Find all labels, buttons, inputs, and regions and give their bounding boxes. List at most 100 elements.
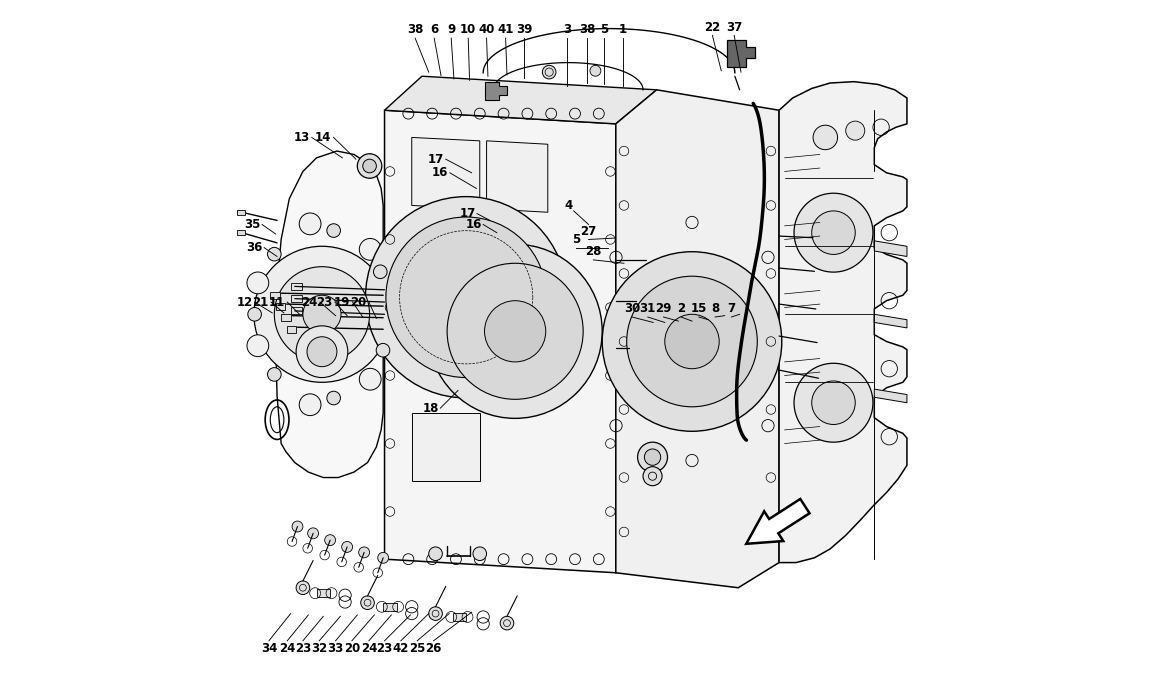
Circle shape: [324, 535, 336, 546]
Circle shape: [429, 607, 443, 620]
Bar: [286, 326, 296, 333]
Polygon shape: [384, 110, 615, 573]
Text: 16: 16: [432, 166, 448, 180]
Text: 2: 2: [677, 303, 685, 316]
Text: 22: 22: [704, 20, 721, 33]
Text: 17: 17: [428, 153, 444, 166]
Circle shape: [358, 154, 382, 178]
Bar: [383, 602, 397, 611]
Circle shape: [247, 307, 261, 321]
Circle shape: [359, 238, 381, 260]
Text: 24: 24: [361, 643, 377, 656]
Bar: [291, 307, 301, 314]
Bar: [270, 292, 279, 298]
Circle shape: [292, 521, 302, 532]
Circle shape: [307, 337, 337, 367]
Circle shape: [590, 66, 600, 76]
Text: 38: 38: [580, 23, 596, 36]
Circle shape: [603, 252, 782, 431]
Text: 26: 26: [426, 643, 442, 656]
Bar: [237, 210, 245, 215]
Polygon shape: [874, 389, 907, 403]
Circle shape: [366, 197, 567, 398]
Circle shape: [374, 265, 388, 279]
Text: 18: 18: [422, 402, 439, 415]
Polygon shape: [874, 314, 907, 328]
Circle shape: [296, 581, 309, 594]
Text: 14: 14: [315, 131, 331, 144]
Circle shape: [299, 394, 321, 416]
Text: 39: 39: [516, 23, 532, 36]
Circle shape: [296, 326, 347, 378]
Circle shape: [268, 247, 281, 261]
Circle shape: [428, 245, 603, 419]
Text: 11: 11: [269, 296, 285, 309]
Text: 5: 5: [573, 233, 581, 246]
Circle shape: [812, 211, 856, 255]
Text: 42: 42: [392, 643, 409, 656]
Circle shape: [342, 542, 353, 553]
Circle shape: [793, 193, 873, 272]
Text: 35: 35: [244, 218, 260, 231]
Text: 36: 36: [246, 241, 262, 254]
Circle shape: [299, 213, 321, 235]
Text: 31: 31: [639, 303, 656, 316]
Text: 32: 32: [312, 643, 328, 656]
Text: 10: 10: [460, 23, 476, 36]
Text: 7: 7: [728, 303, 736, 316]
Circle shape: [813, 125, 837, 150]
Text: 1: 1: [619, 23, 627, 36]
Circle shape: [627, 276, 758, 407]
Text: 40: 40: [478, 23, 494, 36]
Text: 28: 28: [585, 245, 601, 258]
Text: 15: 15: [691, 303, 707, 316]
Circle shape: [643, 466, 662, 486]
Text: 8: 8: [711, 303, 719, 316]
Text: 9: 9: [447, 23, 455, 36]
Text: 30: 30: [624, 303, 641, 316]
Text: 21: 21: [253, 296, 269, 309]
Circle shape: [359, 547, 369, 558]
Circle shape: [644, 449, 661, 465]
Polygon shape: [412, 137, 480, 209]
Text: 3: 3: [562, 23, 570, 36]
Circle shape: [247, 272, 269, 294]
Bar: [281, 314, 291, 321]
Text: 23: 23: [294, 643, 311, 656]
Text: 41: 41: [498, 23, 514, 36]
Circle shape: [327, 224, 340, 238]
Text: 38: 38: [407, 23, 423, 36]
Bar: [291, 295, 301, 302]
Circle shape: [500, 616, 514, 630]
Circle shape: [376, 344, 390, 357]
Polygon shape: [779, 82, 907, 563]
Text: 29: 29: [656, 303, 672, 316]
Text: 24: 24: [301, 296, 317, 309]
Circle shape: [302, 295, 342, 333]
Circle shape: [247, 335, 269, 357]
Text: 17: 17: [460, 207, 476, 220]
Text: 23: 23: [316, 296, 332, 309]
Text: 20: 20: [344, 643, 360, 656]
Circle shape: [637, 442, 667, 472]
Circle shape: [473, 547, 486, 561]
Circle shape: [308, 528, 319, 539]
Polygon shape: [412, 413, 480, 481]
Polygon shape: [485, 82, 507, 100]
Text: 23: 23: [376, 643, 392, 656]
Circle shape: [377, 553, 389, 563]
Circle shape: [268, 367, 281, 381]
Polygon shape: [615, 90, 779, 588]
Circle shape: [386, 217, 546, 378]
FancyArrow shape: [746, 499, 810, 544]
Circle shape: [275, 266, 369, 362]
Circle shape: [359, 368, 381, 390]
Polygon shape: [727, 40, 754, 68]
Bar: [276, 303, 285, 309]
Text: 5: 5: [600, 23, 608, 36]
Circle shape: [812, 381, 856, 425]
Circle shape: [429, 547, 443, 561]
Bar: [237, 230, 245, 236]
Text: 19: 19: [335, 296, 351, 309]
Text: 27: 27: [581, 225, 597, 238]
